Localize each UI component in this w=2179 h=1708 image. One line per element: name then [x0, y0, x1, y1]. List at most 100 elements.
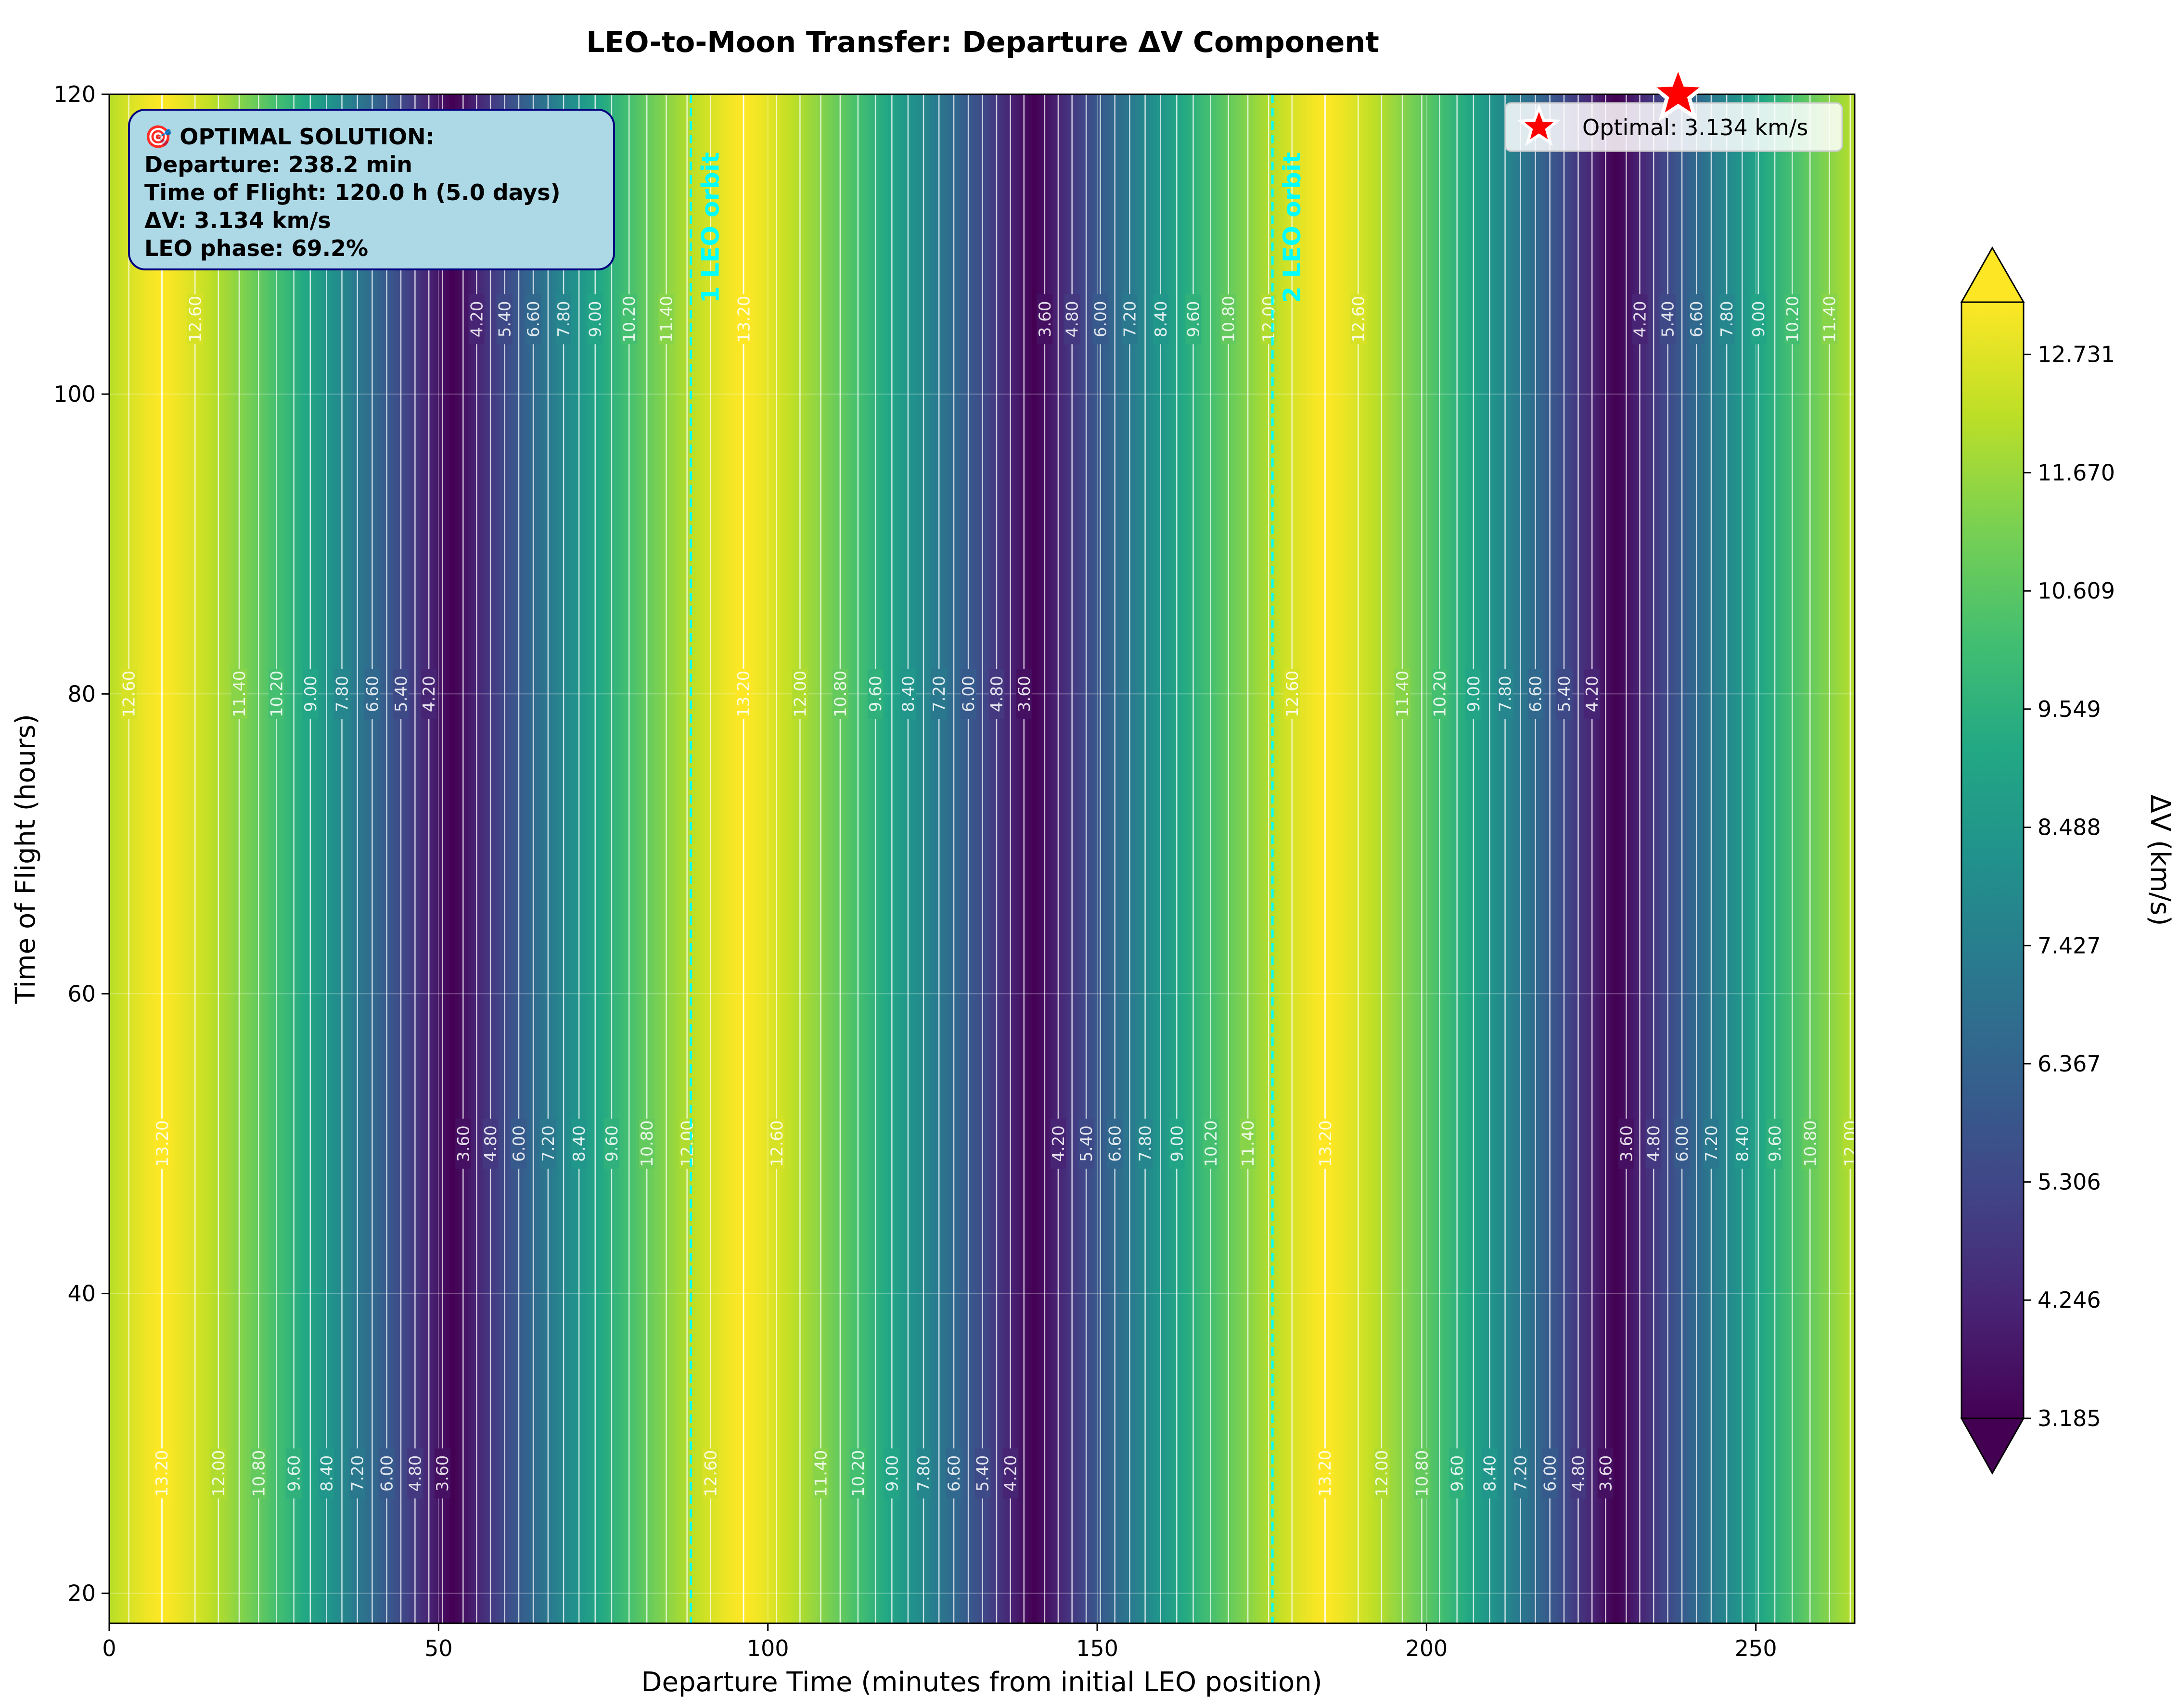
heatmap-strip — [1365, 94, 1369, 1623]
contour-label: 13.20 — [1316, 1450, 1335, 1497]
y-tick-label: 60 — [67, 981, 96, 1007]
contour-label: 12.00 — [678, 1120, 697, 1167]
heatmap-strip — [1231, 94, 1235, 1623]
contour-label: 13.20 — [1316, 1120, 1335, 1167]
heatmap-strip — [948, 94, 951, 1623]
heatmap-strip — [1615, 94, 1618, 1623]
contour-label-gap — [1660, 294, 1676, 344]
heatmap-strip — [180, 94, 185, 1623]
heatmap-strip — [530, 94, 534, 1623]
x-tick-label: 50 — [424, 1635, 453, 1661]
heatmap-strip — [258, 94, 263, 1623]
heatmap-strip — [611, 94, 615, 1623]
colorbar-tick-label: 5.306 — [2038, 1169, 2101, 1195]
heatmap-strip — [477, 94, 481, 1623]
contour-label-gap — [1122, 294, 1138, 344]
heatmap-strip — [1795, 94, 1799, 1623]
colorbar-tick-label: 6.367 — [2038, 1051, 2101, 1077]
heatmap-strip — [187, 94, 191, 1623]
contour-label: 10.20 — [620, 296, 639, 343]
contour-label: 13.20 — [153, 1450, 172, 1497]
heatmap-strip — [1362, 94, 1366, 1623]
contour-label: 8.40 — [317, 1455, 336, 1492]
colorbar-tick-label: 12.731 — [2038, 342, 2115, 368]
heatmap-strip — [1823, 94, 1827, 1623]
heatmap-strip — [243, 94, 247, 1623]
contour-label-gap — [251, 1448, 267, 1499]
contour-label: 9.60 — [285, 1455, 304, 1492]
contour-label-gap — [736, 294, 752, 344]
contour-label: 7.80 — [554, 301, 574, 338]
heatmap-strip — [1216, 94, 1219, 1623]
heatmap-strip — [1409, 94, 1413, 1623]
contour-label-gap — [469, 294, 485, 344]
contour-label-gap — [269, 669, 284, 719]
heatmap-strip — [1468, 94, 1472, 1623]
heatmap-strip — [231, 94, 235, 1623]
heatmap-strip — [1075, 94, 1079, 1623]
contour-label: 6.00 — [1541, 1455, 1560, 1492]
heatmap-strip — [739, 94, 743, 1623]
heatmap-strip — [1412, 94, 1416, 1623]
heatmap-strip — [327, 94, 331, 1623]
heatmap-strip — [913, 94, 917, 1623]
heatmap-strip — [754, 94, 758, 1623]
heatmap-strip — [455, 94, 459, 1623]
y-axis-label: Time of Flight (hours) — [10, 714, 41, 1004]
contour-label: 11.40 — [812, 1450, 831, 1497]
heatmap-strip — [570, 94, 575, 1623]
heatmap-strip — [555, 94, 559, 1623]
heatmap-strip — [782, 94, 786, 1623]
heatmap-strip — [1608, 94, 1612, 1623]
heatmap-strip — [1343, 94, 1347, 1623]
heatmap-strip — [1711, 94, 1715, 1623]
contour-label: 9.00 — [1464, 676, 1484, 712]
heatmap-strip — [389, 94, 394, 1623]
heatmap-strip — [1166, 94, 1170, 1623]
heatmap-strip — [705, 94, 708, 1623]
heatmap-strip — [776, 94, 780, 1623]
heatmap-strip — [923, 94, 926, 1623]
contour-label-gap — [1240, 1118, 1256, 1169]
contour-label: 12.60 — [768, 1120, 787, 1167]
contour-label: 5.40 — [1555, 676, 1574, 712]
heatmap-strip — [1695, 94, 1700, 1623]
heatmap-strip — [1337, 94, 1341, 1623]
heatmap-strip — [131, 94, 135, 1623]
contour-label-gap — [1482, 1448, 1498, 1499]
contour-label-gap — [1373, 1448, 1389, 1499]
y-tick-label: 80 — [67, 681, 96, 707]
heatmap-strip — [1833, 94, 1837, 1623]
heatmap-strip — [1312, 94, 1316, 1623]
contour-label: 6.60 — [1687, 301, 1706, 338]
heatmap-strip — [1200, 94, 1204, 1623]
heatmap-strip — [1396, 94, 1400, 1623]
heatmap-strip — [620, 94, 624, 1623]
heatmap-strip — [1010, 94, 1014, 1623]
heatmap-strip — [128, 94, 132, 1623]
contour-label: 12.60 — [120, 671, 139, 717]
heatmap-strip — [957, 94, 961, 1623]
heatmap-strip — [153, 94, 157, 1623]
contour-label-gap — [1203, 1118, 1218, 1169]
contour-label-gap — [1719, 294, 1735, 344]
contour-label-gap — [1570, 1448, 1586, 1499]
heatmap-strip — [1256, 94, 1260, 1623]
heatmap-strip — [629, 94, 634, 1623]
contour-label-gap — [792, 669, 808, 719]
heatmap-strip — [1474, 94, 1478, 1623]
contour-label: 6.00 — [1673, 1125, 1692, 1162]
contour-label-gap — [884, 1448, 900, 1499]
heatmap-strip — [1150, 94, 1154, 1623]
colorbar-tick-label: 10.609 — [2038, 578, 2115, 604]
heatmap-strip — [564, 94, 568, 1623]
heatmap-strip — [1241, 94, 1244, 1623]
heatmap-strip — [1003, 94, 1008, 1623]
contour-label: 9.00 — [1167, 1125, 1187, 1162]
heatmap-strip — [343, 94, 347, 1623]
heatmap-strip — [1321, 94, 1325, 1623]
heatmap-strip — [779, 94, 783, 1623]
heatmap-strip — [246, 94, 250, 1623]
contour-label: 4.20 — [420, 676, 439, 712]
heatmap-strip — [1446, 94, 1450, 1623]
